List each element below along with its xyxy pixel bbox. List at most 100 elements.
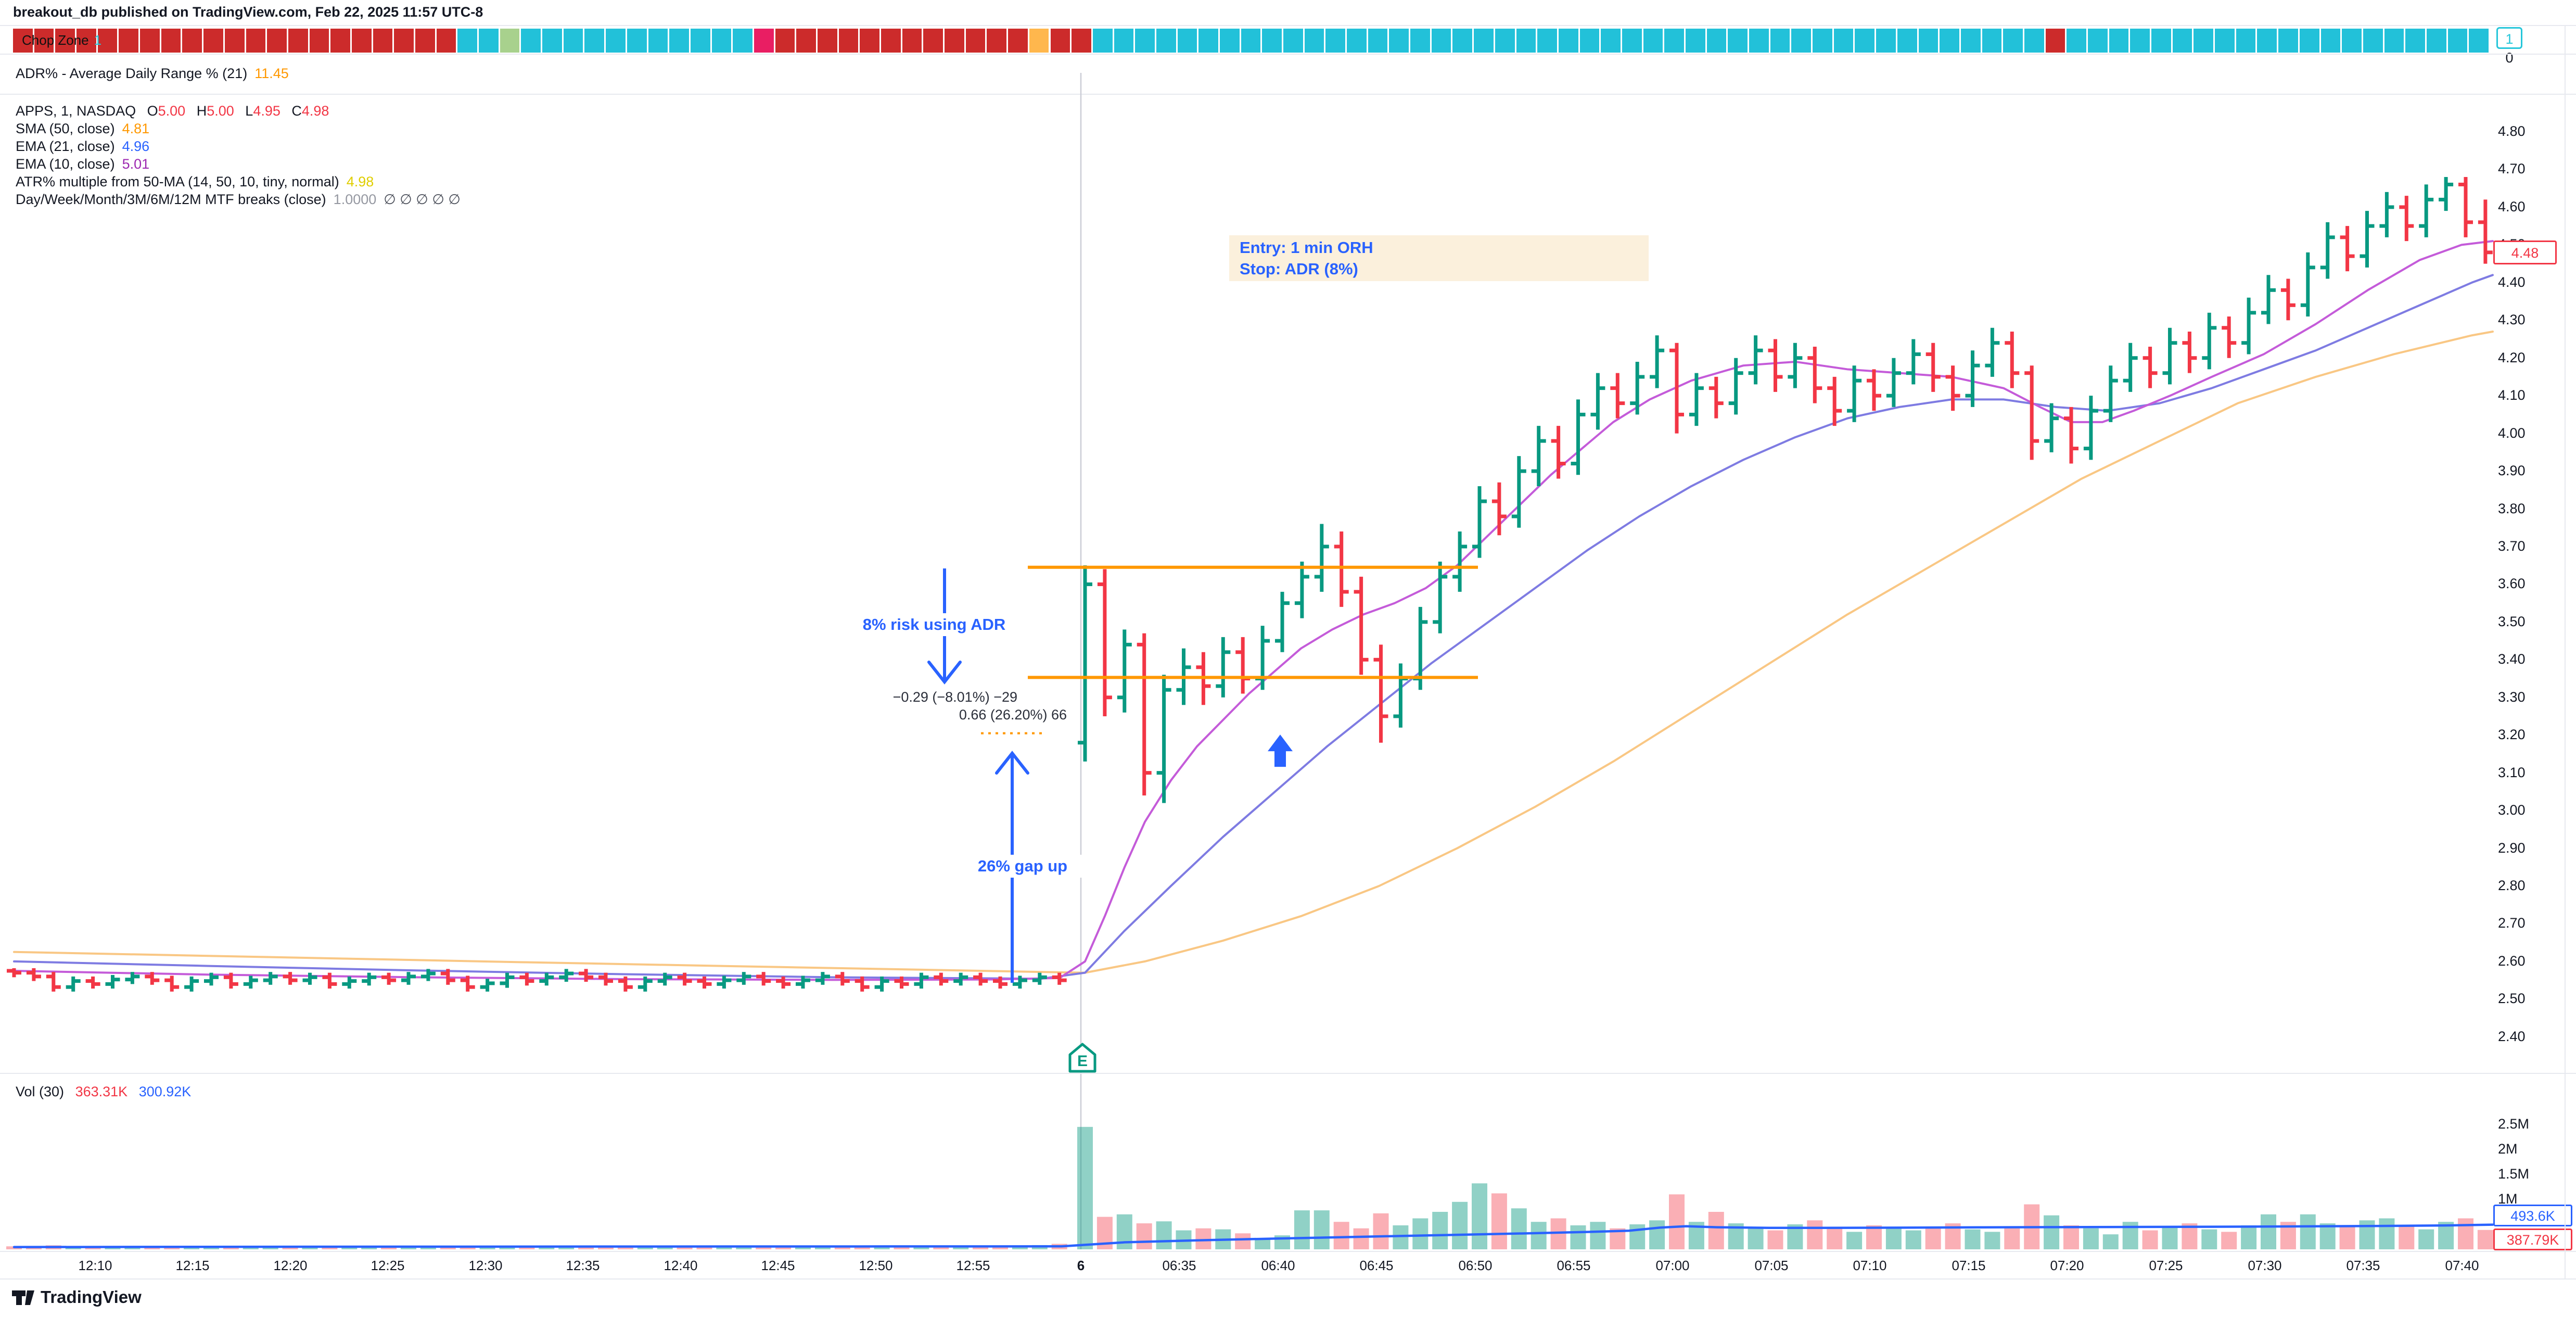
time-axis-label: 06:50 [1458, 1258, 1493, 1273]
volume-bar [2261, 1214, 2276, 1249]
time-axis-label: 07:15 [1952, 1258, 1986, 1273]
chop-zone-cell [1241, 29, 1261, 53]
chop-zone-cell [1813, 29, 1832, 53]
price-axis-label: 3.70 [2498, 538, 2526, 554]
legend-ema21[interactable]: EMA (21, close) 4.96 [16, 138, 150, 154]
volume-bar [1353, 1228, 1369, 1249]
chop-zone-cell [2003, 29, 2023, 53]
legend-adr[interactable]: ADR% - Average Daily Range % (21) 11.45 [16, 66, 289, 82]
gap-annotation-text[interactable]: 26% gap up [942, 855, 1103, 878]
volume-axis-label: 2M [2498, 1141, 2518, 1157]
chop-zone-cell [648, 29, 668, 53]
chop-zone-cell [330, 29, 350, 53]
chop-zone-cell [2130, 29, 2150, 53]
chop-zone-cell [817, 29, 837, 53]
chop-zone-cell [606, 29, 626, 53]
chop-zone-cell [1876, 29, 1896, 53]
price-axis-label: 3.10 [2498, 764, 2526, 780]
volume-axis-label: 1.5M [2498, 1166, 2530, 1182]
legend-mtf[interactable]: Day/Week/Month/3M/6M/12M MTF breaks (clo… [16, 192, 461, 207]
ema10-line [13, 240, 2494, 981]
earnings-marker-icon [1068, 1043, 1096, 1073]
measure-down-label: −0.29 (−8.01%) −29 [892, 689, 1017, 705]
price-axis-label: 4.30 [2498, 312, 2526, 328]
chop-zone-cell [2215, 29, 2235, 53]
legend-ema10[interactable]: EMA (10, close) 5.01 [16, 156, 150, 172]
time-axis-label: 12:10 [78, 1258, 112, 1273]
volume-bar [1136, 1223, 1152, 1249]
volume-bar [2300, 1214, 2316, 1249]
pane-separator [0, 54, 2576, 55]
volume-bar [2418, 1229, 2434, 1249]
chop-zone-legend[interactable]: Chop Zone 1 [22, 32, 101, 48]
chop-zone-cell [1982, 29, 2002, 53]
volume-bar [1491, 1193, 1507, 1249]
chop-zone-cell [2194, 29, 2214, 53]
volume-bar [1156, 1221, 1172, 1249]
time-axis-label: 12:25 [371, 1258, 405, 1273]
chop-zone-cell [1156, 29, 1176, 53]
volume-bar [361, 1247, 377, 1249]
volume-bar [479, 1246, 495, 1249]
chop-zone-cell [1431, 29, 1451, 53]
price-axis-label: 3.20 [2498, 727, 2526, 743]
axis-border [2565, 25, 2566, 1278]
time-axis-label: 12:45 [761, 1258, 795, 1273]
chop-zone-cell [1474, 29, 1494, 53]
last-price-badge: 4.48 [2493, 240, 2557, 264]
chop-zone-cell [2109, 29, 2129, 53]
time-axis-label: 06:35 [1162, 1258, 1196, 1273]
risk-annotation-text[interactable]: 8% risk using ADR [853, 613, 1015, 636]
time-axis-label: 07:25 [2149, 1258, 2183, 1273]
chop-zone-cell [584, 29, 605, 53]
gap-arrowhead-icon [995, 751, 1029, 775]
volume-bar [539, 1246, 555, 1249]
sma50-line [13, 330, 2494, 974]
volume-bar [1629, 1224, 1646, 1249]
legend-sma50[interactable]: SMA (50, close) 4.81 [16, 121, 150, 136]
chop-zone-cell [1579, 29, 1600, 53]
volume-bar [598, 1247, 614, 1249]
chop-zone-cell [838, 29, 859, 53]
volume-bar [578, 1247, 594, 1249]
volume-bar [2063, 1225, 2079, 1249]
legend-atr[interactable]: ATR% multiple from 50-MA (14, 50, 10, ti… [16, 174, 374, 189]
chop-zone-cell [34, 29, 54, 53]
symbol-title: APPS, 1, NASDAQ [16, 103, 136, 119]
pane-separator [0, 1278, 2576, 1280]
volume-bar [1807, 1220, 1823, 1249]
chop-zone-label: Chop Zone [22, 32, 89, 48]
chop-zone-cell [140, 29, 160, 53]
time-axis-label: 07:20 [2050, 1258, 2084, 1273]
chop-zone-cell [1643, 29, 1663, 53]
tradingview-logo[interactable]: TradingView [11, 1285, 142, 1310]
chop-zone-cell [1495, 29, 1515, 53]
volume-bar [1077, 1126, 1093, 1249]
legend-adr-value: 11.45 [254, 66, 289, 81]
chop-zone-cell [13, 29, 33, 53]
volume-bar [874, 1247, 890, 1249]
time-axis-label: 07:35 [2346, 1258, 2380, 1273]
chop-zone-cell [2045, 29, 2065, 53]
chop-zone-cell [542, 29, 562, 53]
price-axis-label: 3.60 [2498, 576, 2526, 592]
chop-zone-cell [733, 29, 753, 53]
volume-bar [795, 1247, 811, 1249]
separator [0, 25, 2576, 26]
volume-bar [1432, 1212, 1448, 1249]
chop-zone-cell [1558, 29, 1578, 53]
legend-volume[interactable]: Vol (30) 363.31K 300.92K [16, 1084, 191, 1100]
chop-zone-cell [1537, 29, 1557, 53]
price-axis-label: 2.40 [2498, 1028, 2526, 1044]
legend-symbol[interactable]: APPS, 1, NASDAQ O5.00 H5.00 L4.95 C4.98 [16, 103, 329, 119]
volume-bar [1570, 1225, 1586, 1249]
chop-zone-cell [288, 29, 308, 53]
entry-stop-annotation[interactable]: Entry: 1 min ORH Stop: ADR (8%) [1229, 235, 1649, 281]
time-axis-label: 12:50 [859, 1258, 893, 1273]
ema21-value: 4.96 [122, 138, 150, 154]
price-axis-label: 3.00 [2498, 802, 2526, 818]
volume-bar [2339, 1226, 2355, 1249]
chop-zone-cell [1516, 29, 1536, 53]
volume-bar [1012, 1246, 1028, 1249]
